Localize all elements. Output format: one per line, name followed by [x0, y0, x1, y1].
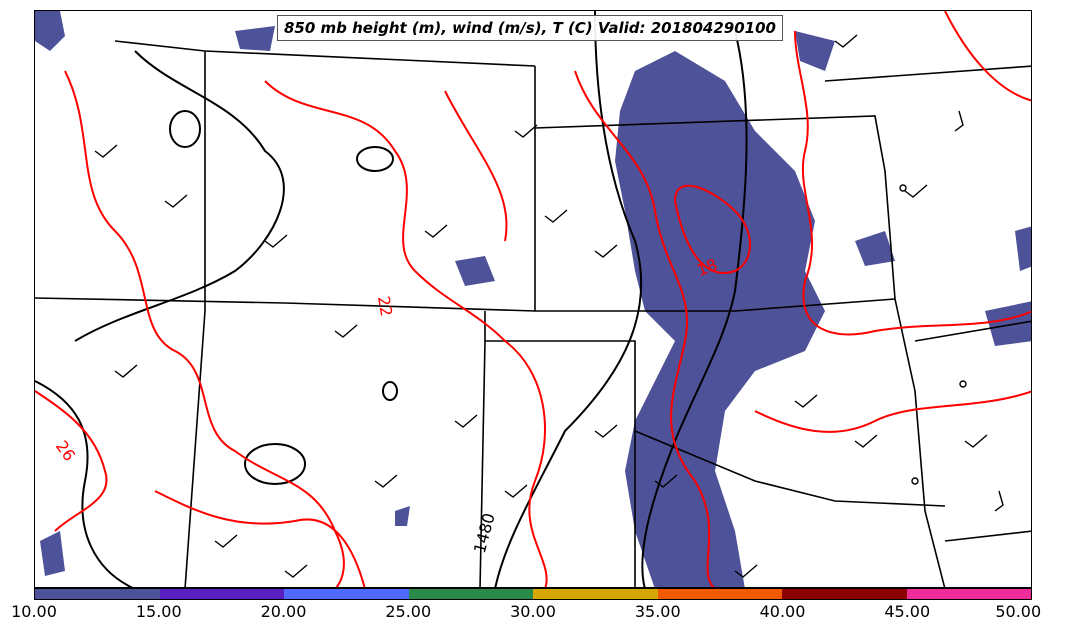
colorbar-tick-label: 25.00: [385, 602, 432, 621]
height-label-1480: 1480: [470, 511, 499, 555]
temp-label-26: 26: [52, 437, 79, 465]
colorbar-tick-label: 45.00: [884, 602, 931, 621]
map-panel: 18 22 26 1480: [34, 10, 1032, 588]
colorbar-segment: [408, 589, 533, 599]
colorbar-segment: [159, 589, 284, 599]
colorbar-tick-label: 20.00: [260, 602, 307, 621]
temp-label-22: 22: [374, 295, 396, 318]
colorbar-tick-label: 50.00: [995, 602, 1042, 621]
colorbar-segment: [533, 589, 658, 599]
state-borders: [35, 40, 1031, 587]
colorbar-tick-label: 30.00: [510, 602, 556, 621]
colorbar-segment: [782, 589, 907, 599]
colorbar-tick-label: 15.00: [135, 602, 182, 621]
map-title: 850 mb height (m), wind (m/s), T (C) Val…: [277, 15, 783, 41]
wind-speed-shading: [35, 11, 1031, 587]
colorbar-tick-label: 40.00: [759, 602, 806, 621]
temperature-contours: [35, 11, 1031, 587]
colorbar-tick-label: 10.00: [11, 602, 57, 621]
colorbar-segment: [35, 589, 160, 599]
colorbar-segment: [284, 589, 409, 599]
wind-barbs: [94, 34, 1004, 578]
colorbar-segment: [906, 589, 1031, 599]
colorbar-segment: [657, 589, 782, 599]
colorbar-tick-label: 35.00: [634, 602, 681, 621]
colorbar: [34, 588, 1032, 600]
map-canvas: 18 22 26 1480: [35, 11, 1031, 587]
